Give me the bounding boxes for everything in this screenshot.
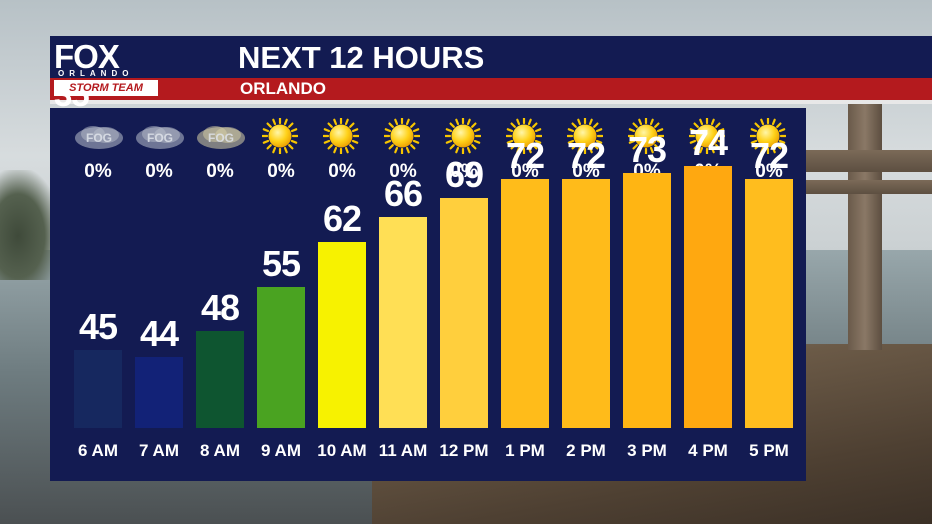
- temperature-label: 72: [505, 135, 545, 177]
- temperature-label: 72: [566, 135, 606, 177]
- header-bar: [50, 36, 932, 78]
- precip-label: 0%: [572, 161, 600, 182]
- temperature-bar: [257, 286, 305, 428]
- sun-icon: [622, 114, 672, 158]
- sun-icon: [317, 114, 367, 158]
- sun-icon: [378, 114, 428, 158]
- precip-label: 0%: [84, 161, 112, 182]
- logo-city: ORLANDO: [58, 69, 134, 78]
- temperature-label: 48: [200, 287, 240, 329]
- sun-icon: [683, 114, 733, 158]
- temperature-bar: [318, 242, 366, 428]
- temperature-bar: [745, 179, 793, 428]
- temperature-label: 45: [78, 306, 118, 348]
- temperature-label: 69: [444, 154, 484, 196]
- precip-label: 0%: [206, 161, 234, 182]
- forecast-panel: FOG 0% 45 6 AM FOG 0% 44 7 AM FOG 0% 48 8 AM 0…: [50, 108, 806, 481]
- background-rail: [806, 150, 932, 172]
- precip-label: 0%: [389, 161, 417, 182]
- temperature-bar: [684, 166, 732, 428]
- temperature-bar: [74, 350, 122, 428]
- temperature-bar: [196, 331, 244, 428]
- temperature-label: 73: [627, 128, 667, 170]
- hour-label: 9 AM: [261, 441, 301, 460]
- hour-label: 7 AM: [139, 441, 179, 460]
- station-logo: FOX 35 ORLANDO STORM TEAM: [52, 38, 160, 113]
- temperature-label: 72: [749, 135, 789, 177]
- temperature-bar: [562, 179, 610, 428]
- svg-text:FOG: FOG: [147, 131, 173, 145]
- hour-label: 3 PM: [627, 441, 667, 460]
- hour-label: 6 AM: [78, 441, 118, 460]
- fog-icon: FOG: [195, 114, 245, 158]
- sun-icon: [744, 114, 794, 158]
- sun-icon: [500, 114, 550, 158]
- header-location-bar: [50, 78, 932, 100]
- temperature-bar: [440, 198, 488, 428]
- precip-label: 0%: [145, 161, 173, 182]
- header-divider: [50, 100, 932, 104]
- background-post: [848, 90, 882, 350]
- temperature-label: 44: [139, 312, 179, 354]
- sun-icon: [256, 114, 306, 158]
- sun-icon: [439, 114, 489, 158]
- temperature-bar: [379, 217, 427, 428]
- svg-text:FOG: FOG: [86, 131, 112, 145]
- chart-title: NEXT 12 HOURS: [238, 40, 485, 75]
- fog-icon: FOG: [73, 114, 123, 158]
- hour-label: 10 AM: [317, 441, 367, 460]
- hour-label: 1 PM: [505, 441, 545, 460]
- temperature-bar: [135, 356, 183, 428]
- precip-label: 0%: [511, 161, 539, 182]
- hour-label: 12 PM: [439, 441, 489, 460]
- precip-label: 0%: [755, 161, 783, 182]
- hour-label: 11 AM: [378, 441, 428, 460]
- sun-icon: [561, 114, 611, 158]
- temperature-label: 66: [383, 173, 423, 215]
- location-label: ORLANDO: [240, 79, 326, 98]
- logo-badge: STORM TEAM: [54, 80, 158, 96]
- svg-text:FOG: FOG: [208, 131, 234, 145]
- temperature-label: 74: [688, 122, 728, 164]
- temperature-bar: [623, 172, 671, 428]
- precip-label: 0%: [328, 161, 356, 182]
- hour-label: 2 PM: [566, 441, 606, 460]
- hour-label: 5 PM: [749, 441, 789, 460]
- temperature-label: 55: [261, 242, 301, 284]
- fog-icon: FOG: [134, 114, 184, 158]
- temperature-label: 62: [322, 198, 362, 240]
- background-rail: [806, 180, 932, 194]
- precip-label: 0%: [450, 161, 478, 182]
- hour-label: 4 PM: [688, 441, 728, 460]
- precip-label: 0%: [267, 161, 295, 182]
- temperature-bar: [501, 179, 549, 428]
- hour-label: 8 AM: [200, 441, 240, 460]
